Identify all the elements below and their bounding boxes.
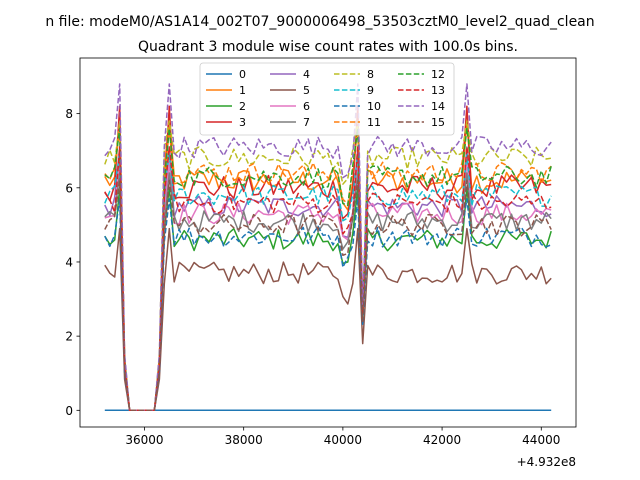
legend-label-1: 1	[239, 84, 246, 97]
series-line-12	[104, 127, 552, 412]
legend-label-10: 10	[367, 100, 381, 113]
series-line-15	[104, 179, 552, 412]
chart-suptitle: n file: modeM0/AS1A14_002T07_9000006498_…	[45, 14, 594, 30]
legend-label-5: 5	[303, 84, 310, 97]
legend-label-7: 7	[303, 116, 310, 129]
legend-label-3: 3	[239, 116, 246, 129]
series-line-13	[104, 146, 552, 412]
legend-label-0: 0	[239, 68, 246, 81]
x-tick-label: 42000	[423, 433, 461, 447]
legend-label-6: 6	[303, 100, 310, 113]
legend-label-2: 2	[239, 100, 246, 113]
x-tick-label: 44000	[522, 433, 560, 447]
axes-frame	[79, 57, 577, 428]
y-tick-label: 6	[65, 181, 73, 195]
series-line-11	[104, 127, 552, 412]
axes: 36000 38000 40000 42000 44000 0 2 4 6 8	[65, 57, 577, 447]
y-tick-label: 2	[65, 330, 73, 344]
series-line-10	[104, 198, 552, 412]
legend-label-4: 4	[303, 68, 310, 81]
legend-label-15: 15	[431, 116, 445, 129]
series-line-4	[104, 146, 552, 412]
x-tick-label: 40000	[324, 433, 362, 447]
legend-label-9: 9	[367, 84, 374, 97]
x-offset-label: +4.932e8	[517, 455, 576, 469]
legend-label-12: 12	[431, 68, 445, 81]
y-tick-label: 4	[65, 255, 73, 269]
y-tick-label: 8	[65, 107, 73, 121]
y-tick-label: 0	[65, 404, 73, 418]
series-line-3	[104, 105, 552, 412]
series-line-9	[104, 153, 552, 412]
series-lines	[104, 83, 552, 412]
legend-label-11: 11	[367, 116, 381, 129]
x-tick-label: 36000	[125, 433, 163, 447]
series-line-6	[104, 161, 552, 412]
legend-label-8: 8	[367, 68, 374, 81]
series-line-5	[104, 227, 552, 412]
chart-title: Quadrant 3 module wise count rates with …	[138, 39, 518, 55]
series-line-1	[104, 120, 552, 412]
legend-label-13: 13	[431, 84, 445, 97]
legend-label-14: 14	[431, 100, 445, 113]
series-line-2	[104, 187, 552, 412]
legend-box	[199, 62, 455, 136]
x-tick-label: 38000	[225, 433, 263, 447]
series-line-14	[104, 83, 552, 412]
